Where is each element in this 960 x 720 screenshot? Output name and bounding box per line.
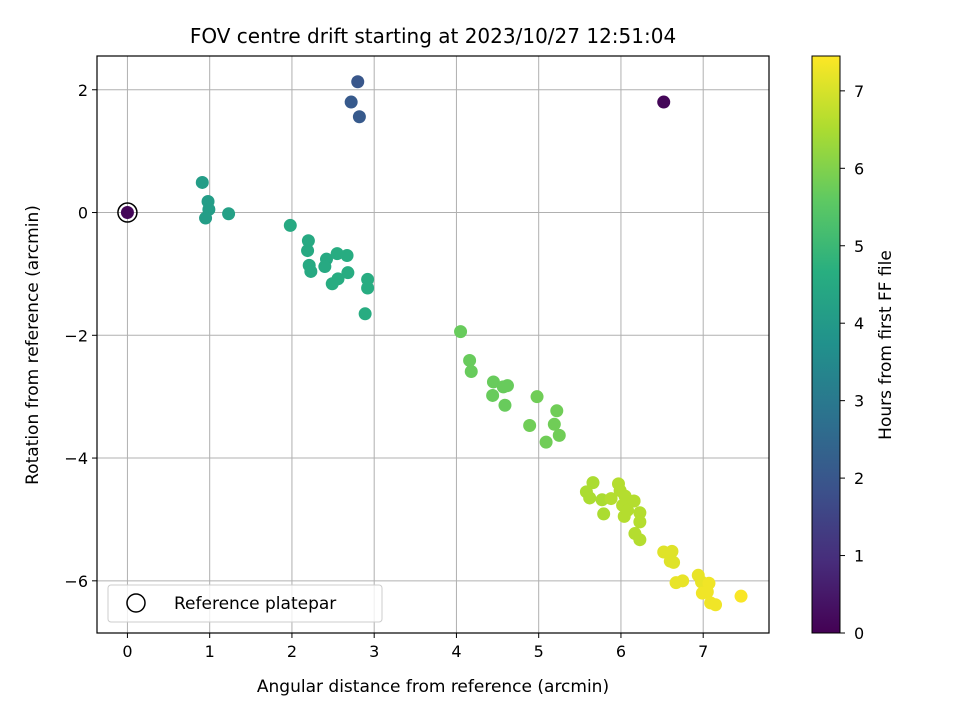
legend-entry-reference: Reference platepar	[174, 594, 336, 614]
scatter-point	[486, 388, 500, 402]
x-tick-label: 7	[698, 642, 708, 661]
scatter-point	[120, 206, 134, 220]
colorbar-tick-label: 5	[854, 237, 864, 256]
scatter-point	[358, 307, 372, 321]
y-axis-label: Rotation from reference (arcmin)	[23, 205, 43, 485]
colorbar-tick-label: 4	[854, 314, 864, 333]
scatter-point	[344, 95, 358, 109]
scatter-point	[463, 353, 477, 367]
scatter-point	[222, 207, 236, 221]
scatter-point	[352, 110, 366, 124]
legend-box	[107, 584, 383, 623]
scatter-point	[199, 211, 213, 225]
scatter-point	[361, 281, 375, 295]
scatter-point	[552, 428, 566, 442]
x-tick-label: 1	[205, 642, 215, 661]
colorbar-tick-label: 3	[854, 392, 864, 411]
scatter-point	[633, 515, 647, 529]
scatter-point	[304, 264, 318, 278]
scatter-point	[627, 494, 641, 508]
scatter-point	[464, 365, 478, 379]
scatter-point	[633, 533, 647, 547]
scatter-point	[657, 95, 671, 109]
y-tick-label: −4	[64, 449, 88, 468]
x-axis-ticks: 0 1 2 3 4 5 6 7	[122, 633, 708, 661]
scatter-point	[583, 491, 597, 505]
scatter-point	[486, 375, 500, 389]
x-tick-label: 0	[122, 642, 132, 661]
y-tick-label: −2	[64, 326, 88, 345]
scatter-point	[586, 476, 600, 490]
scatter-point	[597, 507, 611, 521]
scatter-point	[665, 544, 679, 558]
colorbar-tick-label: 0	[854, 624, 864, 643]
colorbar-tick-label: 1	[854, 547, 864, 566]
scatter-point	[500, 379, 514, 393]
scatter-point	[325, 277, 339, 291]
scatter-point	[283, 218, 297, 232]
scatter-point	[539, 435, 553, 449]
reference-marker-layer	[117, 202, 138, 223]
scatter-point	[195, 175, 209, 189]
chart-title: FOV centre drift starting at 2023/10/27 …	[190, 24, 676, 48]
scatter-point	[301, 244, 315, 258]
scatter-point	[547, 417, 561, 431]
reference-platepar-marker	[117, 202, 138, 223]
grid-lines	[97, 56, 769, 633]
x-tick-label: 2	[287, 642, 297, 661]
scatter-point	[301, 234, 315, 248]
scatter-point	[621, 503, 635, 517]
scatter-point	[498, 398, 512, 412]
legend-marker	[126, 593, 146, 613]
scatter-point	[667, 555, 681, 569]
scatter-point	[351, 75, 365, 89]
y-axis-ticks: 2 0 −2 −4 −6	[64, 81, 97, 591]
colorbar-tick-label: 2	[854, 469, 864, 488]
scatter-point	[734, 589, 748, 603]
plot-frame	[96, 55, 770, 634]
x-axis-label: Angular distance from reference (arcmin)	[257, 677, 609, 697]
colorbar-label: Hours from first FF file	[876, 250, 896, 440]
x-tick-label: 5	[534, 642, 544, 661]
x-tick-label: 6	[616, 642, 626, 661]
scatter-point	[330, 247, 344, 261]
y-tick-label: 0	[78, 204, 88, 223]
scatter-point	[340, 248, 354, 262]
scatter-point	[318, 260, 332, 274]
colorbar	[811, 55, 841, 634]
scatter-point	[676, 574, 690, 588]
y-tick-label: −6	[64, 572, 88, 591]
scatter-point	[454, 325, 468, 339]
colorbar-ticks: 0 1 2 3 4 5 6 7	[840, 82, 864, 643]
scatter-point	[633, 506, 647, 520]
scatter-point	[550, 404, 564, 418]
scatter-point	[341, 266, 355, 280]
x-tick-label: 4	[451, 642, 461, 661]
data-points	[120, 75, 748, 612]
scatter-point	[530, 390, 544, 404]
scatter-point	[604, 492, 618, 506]
scatter-point	[700, 585, 714, 599]
scatter-point	[523, 419, 537, 433]
scatter-point	[709, 598, 723, 612]
x-tick-label: 3	[369, 642, 379, 661]
colorbar-tick-label: 6	[854, 159, 864, 178]
y-tick-label: 2	[78, 81, 88, 100]
legend: Reference platepar	[107, 584, 383, 623]
colorbar-tick-label: 7	[854, 82, 864, 101]
